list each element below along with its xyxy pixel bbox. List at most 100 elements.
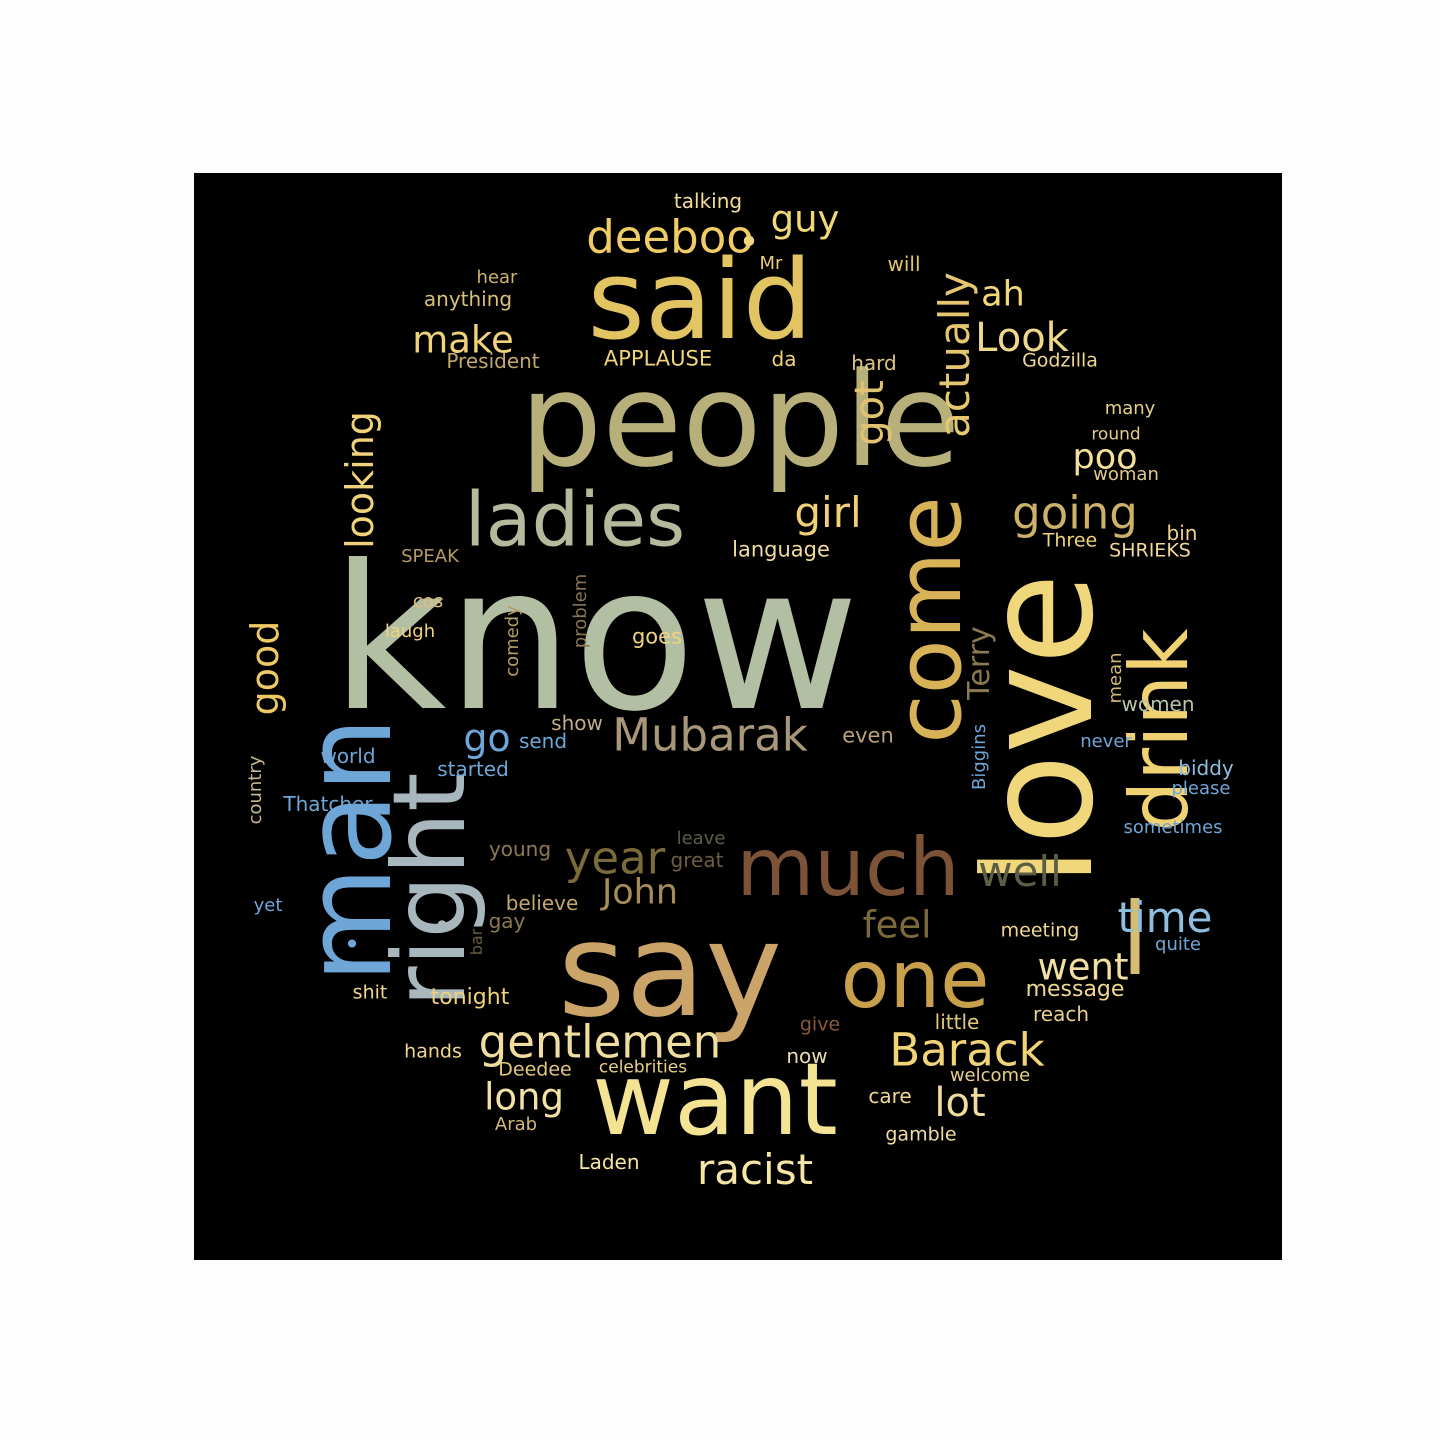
word-went: went <box>1037 945 1129 989</box>
word-say: say <box>557 894 783 1046</box>
word-world: world <box>320 744 376 768</box>
word-care: care <box>868 1084 912 1108</box>
word-girl: girl <box>794 488 862 537</box>
word-quite: quite <box>1155 934 1201 955</box>
word-terry: Terry <box>962 626 997 700</box>
word-come: come <box>877 496 982 744</box>
word-one: one <box>840 933 990 1026</box>
word-never: never <box>1080 731 1132 752</box>
word-comedy: comedy <box>502 605 523 677</box>
word-biggins: Biggins <box>969 724 990 790</box>
word-even: even <box>842 723 894 748</box>
word-lot: lot <box>934 1080 986 1126</box>
word-dot: • <box>738 222 760 263</box>
word-mr: Mr <box>759 253 783 274</box>
word-many: many <box>1104 398 1156 419</box>
word-woman: woman <box>1093 464 1159 485</box>
word-john: John <box>601 872 679 913</box>
word-cos: cos <box>412 591 444 612</box>
word-right: right <box>371 772 488 1008</box>
word-gamble: gamble <box>885 1123 957 1146</box>
word-goes: goes <box>631 624 683 649</box>
word-know: know <box>330 523 860 756</box>
word-feel: feel <box>862 903 932 947</box>
word-actually: actually <box>930 272 979 438</box>
word-gay: gay <box>488 909 526 933</box>
word-language: language <box>732 537 830 562</box>
word-please: please <box>1171 778 1231 799</box>
word-bin: bin <box>1166 521 1198 545</box>
word-tonight: tonight <box>430 985 510 1010</box>
word-godzilla: Godzilla <box>1022 349 1098 372</box>
word-ah: ah <box>981 274 1025 315</box>
word-now: now <box>786 1044 828 1068</box>
word-biddy: biddy <box>1178 756 1234 780</box>
word-round: round <box>1091 424 1141 445</box>
word-barack: Barack <box>889 1023 1045 1077</box>
word-great: great <box>670 848 724 872</box>
word-want: want <box>592 1041 838 1158</box>
word-well: well <box>978 847 1062 896</box>
word-meeting: meeting <box>1000 919 1080 942</box>
word-welcome: welcome <box>949 1065 1031 1086</box>
word-laugh: laugh <box>384 621 436 642</box>
word-deeboo: deeboo <box>586 210 754 264</box>
word-president: President <box>446 349 540 373</box>
word-shit: shit <box>352 981 388 1004</box>
word-looking: looking <box>338 411 382 549</box>
word-good: good <box>243 620 287 716</box>
word-young: young <box>488 837 552 861</box>
word-talking: talking <box>673 189 743 213</box>
word-hear: hear <box>476 267 518 288</box>
word-racist: racist <box>696 1145 814 1194</box>
word-time: time <box>1117 893 1213 942</box>
word-dot: • <box>433 909 451 944</box>
word-thatcher: Thatcher <box>283 792 373 816</box>
word-applause: APPLAUSE <box>603 346 713 371</box>
word-hands: hands <box>404 1040 462 1063</box>
word-drink: drink <box>1113 628 1206 832</box>
word-make: make <box>412 318 514 362</box>
word-reach: reach <box>1032 1002 1090 1026</box>
word-look: Look <box>975 315 1069 361</box>
word-gentlemen: gentlemen <box>478 1015 722 1069</box>
word-laden: Laden <box>578 1150 640 1174</box>
word-bar: bar <box>467 928 486 956</box>
word-started: started <box>437 757 509 781</box>
word-people: people <box>519 344 961 496</box>
word-long: long <box>484 1075 564 1119</box>
word-much: much <box>736 821 960 914</box>
word-year: year <box>564 831 666 885</box>
word-send: send <box>518 729 568 753</box>
word-problem: problem <box>570 573 591 649</box>
word-women: women <box>1121 692 1195 716</box>
word-will: will <box>887 252 921 276</box>
word-dot: • <box>343 928 361 961</box>
word-hard: hard <box>851 351 897 375</box>
word-anything: anything <box>423 287 513 311</box>
word-l: l <box>1121 881 1149 998</box>
word-show: show <box>551 711 603 735</box>
word-celebrities: celebrities <box>598 1057 688 1078</box>
word-shrieks: SHRIEKS <box>1109 539 1191 562</box>
word-arab: Arab <box>494 1114 538 1135</box>
word-got: got <box>847 380 893 446</box>
word-yet: yet <box>253 895 283 916</box>
word-speak: SPEAK <box>401 546 459 567</box>
word-sometimes: sometimes <box>1123 817 1223 838</box>
word-deedee: Deedee <box>498 1058 572 1081</box>
word-ladies: ladies <box>464 475 686 564</box>
word-mubarak: Mubarak <box>612 708 808 762</box>
word-country: country <box>245 755 266 825</box>
word-da: da <box>771 347 797 371</box>
word-cloud-panel: know people say love said man want right come muc… <box>194 173 1282 1260</box>
word-message: message <box>1025 977 1125 1002</box>
word-little: little <box>934 1010 980 1034</box>
word-believe: believe <box>505 891 579 915</box>
word-poo: poo <box>1072 437 1138 478</box>
word-leave: leave <box>676 828 726 849</box>
word-go: go <box>463 716 511 760</box>
word-three: Three <box>1042 529 1098 552</box>
word-give: give <box>799 1013 841 1036</box>
word-going: going <box>1012 486 1138 540</box>
